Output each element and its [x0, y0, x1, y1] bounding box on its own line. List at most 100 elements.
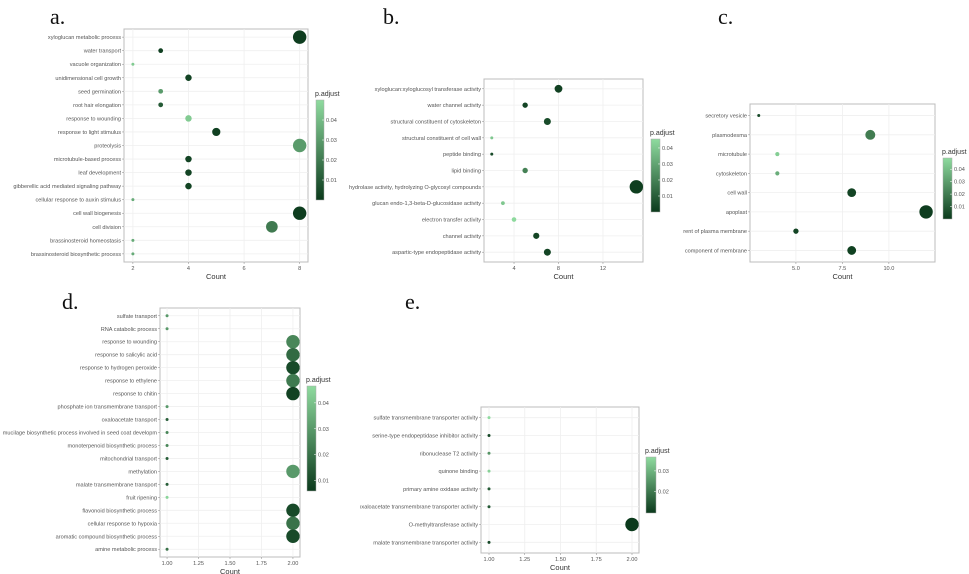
- category-label: water transport: [83, 49, 122, 55]
- category-label: malate transmembrane transport: [76, 482, 158, 488]
- category-label: microtubule: [718, 152, 747, 158]
- data-point: [165, 547, 169, 551]
- category-label: aromatic compound biosynthetic process: [56, 534, 158, 540]
- data-point: [865, 129, 876, 140]
- category-labels: xyloglucan metabolic process water transp…: [13, 35, 121, 258]
- data-point: [522, 102, 528, 108]
- legend-title: p.adjust: [942, 149, 967, 156]
- x-tick-label: 8: [298, 266, 301, 272]
- data-point: [131, 62, 135, 66]
- data-point: [511, 217, 517, 222]
- category-label: fruit ripening: [126, 495, 157, 501]
- category-label: ribonuclease T2 activity: [420, 451, 479, 457]
- x-tick-label: 2.00: [288, 561, 299, 567]
- data-point: [165, 405, 169, 409]
- category-labels: sulfate transport RNA catabolic process re…: [3, 314, 158, 553]
- category-label: structural constituent of cytoskeleton: [391, 119, 481, 125]
- data-point: [757, 114, 761, 118]
- data-point: [292, 30, 307, 44]
- category-label: cell wall: [727, 191, 747, 197]
- legend-tick-label: 0.03: [318, 427, 329, 433]
- category-label: cell wall biogenesis: [73, 211, 121, 217]
- plot-area: [480, 406, 640, 554]
- x-axis-title: Count: [220, 567, 241, 574]
- legend-tick-label: 0.04: [954, 167, 965, 173]
- legend-tick-label: 0.03: [954, 180, 965, 186]
- legend-tick-label: 0.02: [318, 453, 329, 459]
- data-point: [165, 456, 169, 460]
- category-label: xyloglucan:xyloglucosyl transferase acti…: [375, 87, 482, 93]
- category-label: phosphate ion transmembrane transport: [57, 405, 157, 411]
- panel-letter: c.: [718, 4, 733, 29]
- data-point: [487, 505, 491, 509]
- category-label: water channel activity: [427, 103, 482, 109]
- data-point: [165, 495, 169, 499]
- data-point: [165, 418, 169, 422]
- data-point: [165, 431, 169, 434]
- category-label: electron transfer activity: [422, 218, 481, 224]
- data-point: [487, 469, 491, 473]
- legend-tick-label: 0.03: [326, 138, 337, 144]
- category-label: response to hydrogen peroxide: [80, 366, 157, 372]
- data-point: [501, 201, 505, 206]
- data-point: [487, 416, 491, 420]
- category-label: sulfate transmembrane transporter activi…: [374, 416, 479, 422]
- category-label: microtubule-based process: [54, 157, 121, 163]
- legend-tick-label: 0.02: [954, 192, 965, 198]
- legend-title: p.adjust: [650, 130, 675, 137]
- legend-colorbar: [650, 138, 661, 213]
- data-point: [131, 198, 135, 202]
- category-label: component of membrane: [685, 248, 747, 254]
- x-tick-label: 4: [187, 266, 190, 272]
- x-tick-label: 12: [600, 266, 606, 272]
- x-tick-label: 1.75: [256, 561, 267, 567]
- category-label: proteolysis: [94, 144, 121, 150]
- category-label: peptide binding: [443, 152, 481, 158]
- data-point: [490, 152, 494, 156]
- category-label: structural constituent of cell wall: [402, 136, 481, 142]
- data-point: [158, 88, 164, 94]
- data-point: [158, 102, 164, 108]
- category-label: hydrolase activity, hydrolyzing O-glycos…: [349, 185, 481, 191]
- x-tick-label: 1.75: [591, 557, 602, 563]
- x-tick-label: 1.25: [519, 557, 530, 563]
- data-point: [522, 167, 528, 174]
- category-label: malate transmembrane transporter activit…: [373, 540, 478, 546]
- data-point: [286, 386, 300, 401]
- data-point: [919, 205, 933, 219]
- legend-tick-label: 0.04: [318, 401, 329, 407]
- category-labels: secretory vesicle plasmodesma microtubule c…: [683, 114, 748, 255]
- category-label: response to light stimulus: [58, 130, 121, 136]
- category-label: methylation: [128, 469, 157, 475]
- data-point: [543, 117, 551, 125]
- legend-colorbar: [306, 385, 317, 492]
- data-point: [554, 84, 563, 93]
- category-label: channel activity: [443, 234, 481, 240]
- panel-c: c. 5.0 7.5 10.0 secretory vesicle plasmodesma…: [683, 4, 966, 281]
- x-tick-label: 10.0: [883, 266, 894, 272]
- data-point: [286, 516, 300, 530]
- x-tick-label: 1.00: [484, 557, 495, 563]
- data-point: [185, 74, 192, 81]
- legend-tick-label: 0.02: [658, 490, 669, 496]
- data-point: [286, 360, 300, 375]
- x-tick-label: 8: [557, 266, 560, 272]
- category-labels: xyloglucan:xyloglucosyl transferase acti…: [349, 87, 481, 256]
- category-label: lipid binding: [451, 169, 481, 175]
- legend-colorbar: [942, 157, 953, 220]
- legend-tick-label: 0.02: [662, 178, 673, 184]
- category-label: glucan endo-1,3-beta-D-glucosidase activ…: [372, 201, 481, 207]
- data-point: [286, 373, 300, 388]
- legend-tick-label: 0.03: [658, 469, 669, 475]
- legend-tick-label: 0.04: [326, 118, 337, 124]
- data-point: [165, 482, 169, 486]
- x-tick-label: 2.00: [627, 557, 638, 563]
- panel-letter: e.: [405, 289, 420, 314]
- data-point: [487, 487, 491, 491]
- category-label: aspartic-type endopeptidase activity: [392, 250, 481, 256]
- category-labels: sulfate transmembrane transporter activi…: [360, 416, 479, 547]
- category-label: response to ethylene: [105, 379, 157, 385]
- x-tick-label: 5.0: [792, 266, 800, 272]
- legend-tick-label: 0.01: [318, 479, 329, 485]
